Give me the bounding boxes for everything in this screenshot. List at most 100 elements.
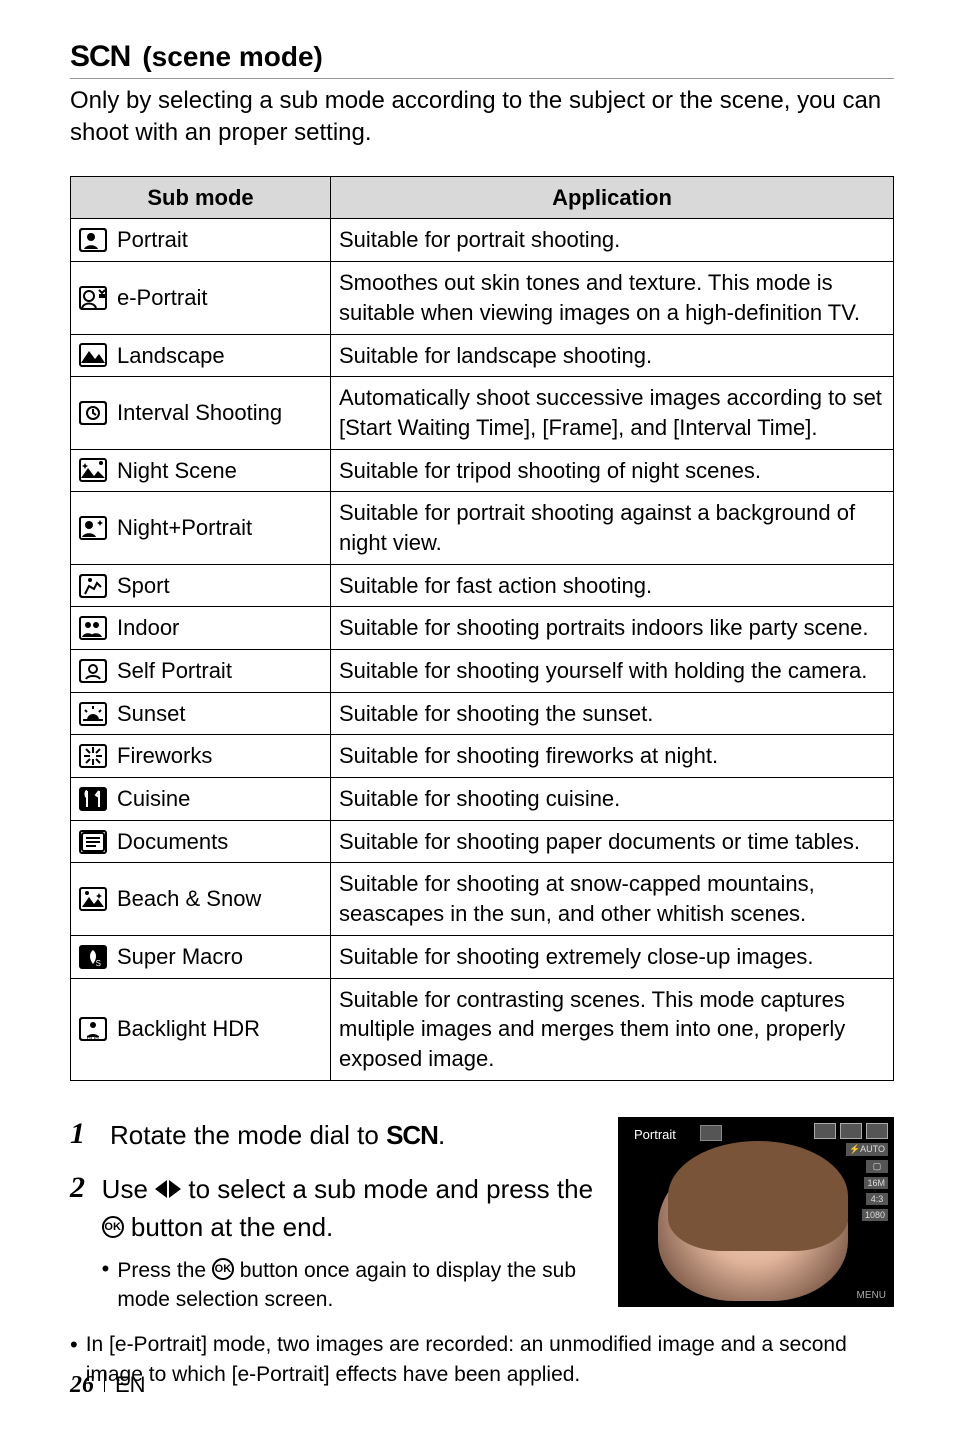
- preview-mode-label: Portrait: [634, 1127, 676, 1142]
- mode-name: Documents: [117, 827, 228, 857]
- preview-top-icons: [814, 1123, 888, 1139]
- table-row: SunsetSuitable for shooting the sunset.: [71, 692, 894, 735]
- step-2-number: 2: [70, 1171, 88, 1205]
- preview-thumbnail: Portrait ⚡AUTO ▢ 16M 4:3 1080 MENU: [618, 1117, 894, 1307]
- mode-cell: S Super Macro: [71, 935, 331, 978]
- mode-cell: Fireworks: [71, 735, 331, 778]
- mode-name: Indoor: [117, 613, 179, 643]
- sport-icon: [79, 574, 107, 598]
- badge-0: ⚡AUTO: [846, 1143, 888, 1156]
- steps-list: 1 Rotate the mode dial to SCN. 2 Use to …: [70, 1117, 598, 1315]
- step-1-text-before: Rotate the mode dial to: [110, 1120, 386, 1150]
- mode-name: Beach & Snow: [117, 884, 261, 914]
- application-cell: Suitable for shooting fireworks at night…: [331, 735, 894, 778]
- fireworks-icon: [79, 744, 107, 768]
- mode-name: Portrait: [117, 225, 188, 255]
- svg-text:HDR: HDR: [87, 1036, 101, 1041]
- table-row: Self PortraitSuitable for shooting yours…: [71, 650, 894, 693]
- step-1-number: 1: [70, 1117, 96, 1151]
- application-cell: Suitable for portrait shooting against a…: [331, 492, 894, 564]
- mode-cell: Landscape: [71, 334, 331, 377]
- ok-button-icon-2: OK: [212, 1258, 234, 1280]
- mode-name: Night+Portrait: [117, 513, 252, 543]
- mode-cell: Night+Portrait: [71, 492, 331, 564]
- table-row: S Super Macro Suitable for shooting extrem…: [71, 935, 894, 978]
- cuisine-icon: [79, 787, 107, 811]
- mode-cell: Cuisine: [71, 778, 331, 821]
- mode-name: Fireworks: [117, 741, 212, 771]
- application-cell: Suitable for landscape shooting.: [331, 334, 894, 377]
- application-cell: Suitable for contrasting scenes. This mo…: [331, 978, 894, 1080]
- left-right-arrow-icon: [155, 1171, 181, 1207]
- substep-before: Press the: [117, 1259, 212, 1282]
- table-row: Interval ShootingAutomatically shoot suc…: [71, 377, 894, 449]
- footer-lang: EN: [115, 1372, 146, 1398]
- mode-name: Night Scene: [117, 456, 237, 486]
- super-macro-icon: S: [79, 945, 107, 969]
- beach-snow-icon: [79, 887, 107, 911]
- application-cell: Suitable for shooting the sunset.: [331, 692, 894, 735]
- table-row: Beach & SnowSuitable for shooting at sno…: [71, 863, 894, 935]
- step-2-substep: Press the OK button once again to displa…: [102, 1256, 598, 1315]
- mode-cell: Documents: [71, 820, 331, 863]
- application-cell: Suitable for shooting extremely close-up…: [331, 935, 894, 978]
- mode-name: Super Macro: [117, 942, 243, 972]
- mode-cell: Self Portrait: [71, 650, 331, 693]
- section-title: SCN (scene mode): [70, 40, 894, 79]
- indoor-icon: [79, 616, 107, 640]
- mode-name: Backlight HDR: [117, 1014, 260, 1044]
- mode-cell: e-Portrait: [71, 262, 331, 334]
- mode-cell: Night Scene: [71, 449, 331, 492]
- table-row: HDR Backlight HDR Suitable for contrasting…: [71, 978, 894, 1080]
- application-cell: Suitable for portrait shooting.: [331, 219, 894, 262]
- mode-cell: HDR Backlight HDR: [71, 978, 331, 1080]
- badge-4: 1080: [862, 1209, 888, 1221]
- mode-name: Cuisine: [117, 784, 190, 814]
- documents-icon: [79, 830, 107, 854]
- landscape-icon: [79, 343, 107, 367]
- application-cell: Suitable for shooting paper documents or…: [331, 820, 894, 863]
- night-portrait-icon: [79, 516, 107, 540]
- scn-label: SCN: [70, 40, 130, 74]
- step-2-text-a: Use: [102, 1174, 155, 1204]
- scene-mode-table: Sub mode Application Portrait Suitable fo…: [70, 176, 894, 1081]
- table-row: Documents Suitable for shooting paper doc…: [71, 820, 894, 863]
- table-row: Cuisine Suitable for shooting cuisine.: [71, 778, 894, 821]
- step-1: 1 Rotate the mode dial to SCN.: [70, 1117, 598, 1153]
- application-cell: Automatically shoot successive images ac…: [331, 377, 894, 449]
- application-cell: Suitable for fast action shooting.: [331, 564, 894, 607]
- e-portrait-icon: [79, 286, 107, 310]
- preview-small-icon: [700, 1125, 722, 1141]
- mode-cell: Portrait: [71, 219, 331, 262]
- page-footer: 26 EN: [70, 1372, 146, 1399]
- intro-paragraph: Only by selecting a sub mode according t…: [70, 85, 894, 150]
- table-row: Portrait Suitable for portrait shooting.: [71, 219, 894, 262]
- footnote-text: In [e-Portrait] mode, two images are rec…: [86, 1330, 894, 1389]
- mode-name: Landscape: [117, 341, 225, 371]
- scn-inline: SCN: [386, 1120, 438, 1150]
- mode-name: Self Portrait: [117, 656, 232, 686]
- title-text: (scene mode): [142, 41, 323, 73]
- sunset-icon: [79, 702, 107, 726]
- step-2-text-c: button at the end.: [124, 1212, 334, 1242]
- application-cell: Suitable for shooting portraits indoors …: [331, 607, 894, 650]
- ok-button-icon: OK: [102, 1216, 124, 1238]
- application-cell: Smoothes out skin tones and texture. Thi…: [331, 262, 894, 334]
- footnote: In [e-Portrait] mode, two images are rec…: [70, 1330, 894, 1389]
- col-header-submode: Sub mode: [71, 176, 331, 219]
- portrait-icon: [79, 228, 107, 252]
- self-portrait-icon: [79, 659, 107, 683]
- step-2-text-b: to select a sub mode and press the: [181, 1174, 593, 1204]
- col-header-application: Application: [331, 176, 894, 219]
- application-cell: Suitable for shooting cuisine.: [331, 778, 894, 821]
- step-2-body: Use to select a sub mode and press the O…: [102, 1171, 598, 1314]
- footer-divider: [104, 1372, 105, 1392]
- mode-cell: Indoor: [71, 607, 331, 650]
- mode-name: e-Portrait: [117, 283, 207, 313]
- table-row: Night SceneSuitable for tripod shooting …: [71, 449, 894, 492]
- step-2: 2 Use to select a sub mode and press the…: [70, 1171, 598, 1314]
- step-1-text-after: .: [438, 1120, 445, 1150]
- badge-3: 4:3: [866, 1193, 888, 1205]
- interval-icon: [79, 401, 107, 425]
- badge-1: ▢: [866, 1160, 888, 1173]
